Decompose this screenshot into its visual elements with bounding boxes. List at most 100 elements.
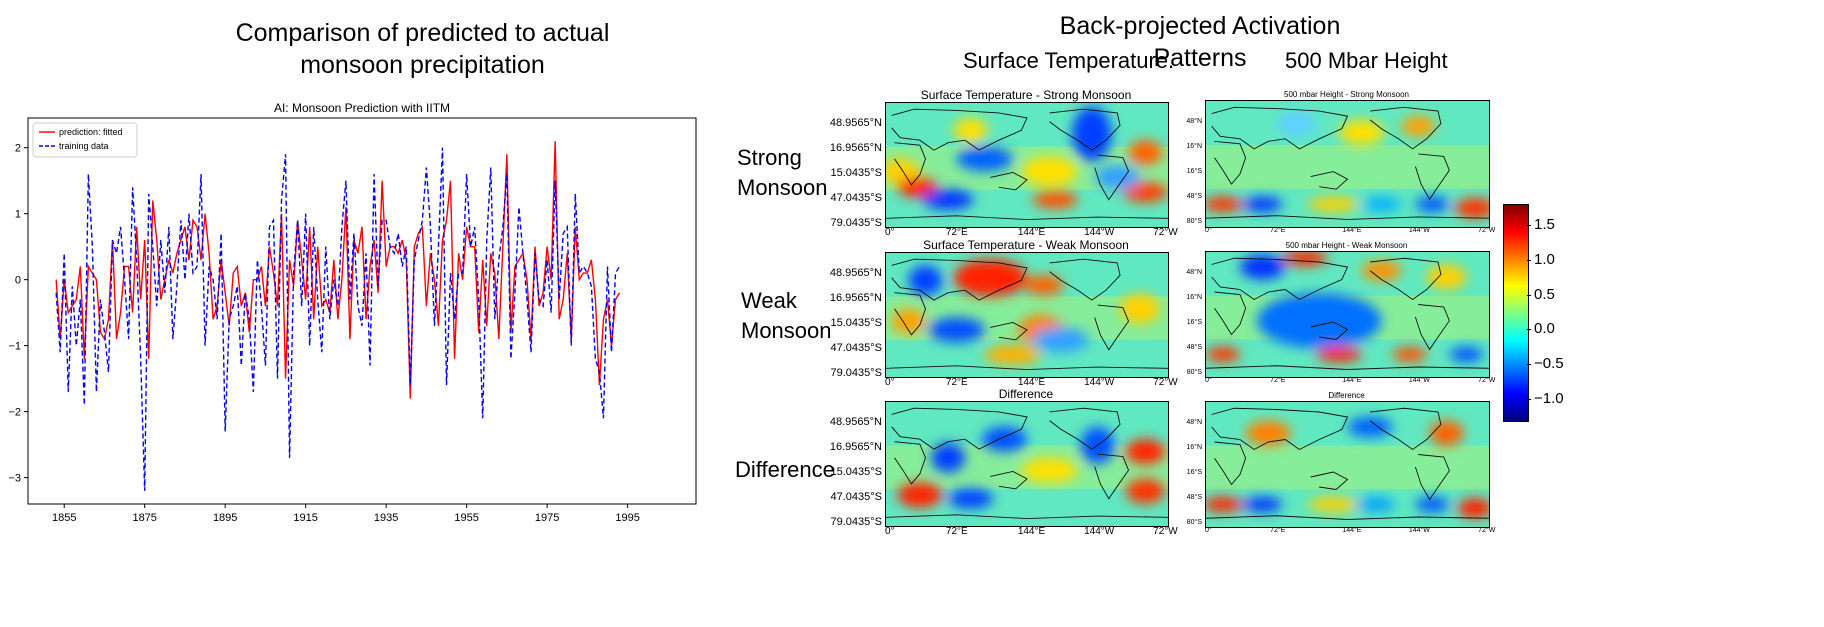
map-lon-label: 72°E [1270, 377, 1286, 384]
coastline [1049, 407, 1121, 450]
map-lat-label: 15.0435°S [830, 316, 883, 329]
map-lat-label: 80°S [1186, 218, 1202, 226]
anomaly-blob [931, 442, 965, 473]
legend-label: prediction: fitted [59, 127, 123, 137]
colorbar [1503, 204, 1529, 422]
monsoon-line-chart: AI: Monsoon Prediction with IITM 1855 1875… [8, 101, 697, 524]
map-band [1206, 445, 1489, 490]
map-lat-label: 48°N [1186, 418, 1202, 426]
map-lat-label: 48.9565°N [829, 117, 882, 130]
row-label-strong-line1: Strong [737, 145, 802, 170]
map-field [1206, 402, 1489, 527]
anomaly-blob [1245, 420, 1291, 446]
anomaly-blob [1120, 293, 1160, 324]
map-h-weak [1205, 251, 1490, 378]
map-lon-label: 144°E [1342, 227, 1362, 234]
coastline [1369, 257, 1442, 301]
map-lat-label: 16°N [1186, 142, 1202, 150]
map-field [886, 103, 1168, 227]
map-lat-label: 15.0435°S [830, 465, 883, 478]
map-lon-label: 144°W [1408, 227, 1430, 234]
map-lat-label: 16°N [1186, 443, 1202, 451]
anomaly-blob [1429, 420, 1464, 446]
map-lat-label: 16.9565°N [829, 441, 882, 454]
anomaly-blob [1361, 196, 1402, 212]
anomaly-blob [1206, 347, 1240, 362]
map-lat-label: 15.0435°S [830, 166, 883, 179]
map-lon-label: 144°W [1084, 377, 1115, 388]
coastline [1049, 258, 1121, 301]
coastline [1211, 257, 1349, 301]
colorbar-tick-label: 0.5 [1534, 285, 1555, 303]
map-h-diff [1205, 401, 1490, 528]
left-heading-line1: Comparison of predicted to actual [235, 19, 610, 47]
map-lon-label: 72°W [1153, 377, 1178, 388]
map-field [1206, 252, 1489, 377]
map-lon-label: 72°E [1270, 527, 1286, 534]
coastline [1094, 304, 1130, 351]
coastline [1369, 106, 1442, 150]
map-lat-label: 79.0435°S [830, 216, 883, 229]
coastline [886, 215, 1168, 221]
map-lon-label: 144°E [1017, 526, 1046, 537]
anomaly-blob [981, 426, 1027, 452]
coastline [891, 258, 1028, 301]
anomaly-blob [1307, 497, 1359, 512]
map-lat-label: 47.0435°S [830, 341, 883, 354]
map-lon-label: 72°W [1478, 377, 1496, 384]
map-lat-label: 48°S [1186, 493, 1202, 501]
anomaly-blob [1282, 252, 1328, 266]
coastline [891, 407, 1028, 450]
anomaly-blob [1206, 497, 1243, 512]
map-lat-label: 16°S [1186, 168, 1202, 176]
map-lat-label: 48.9565°N [829, 416, 882, 429]
anomaly-blob [891, 308, 926, 334]
y-tick-label: 0 [15, 275, 21, 287]
coastline [1094, 453, 1130, 500]
y-tick-label: −3 [8, 473, 21, 485]
map-lat-label: 16°N [1186, 293, 1202, 301]
anomaly-blob [1256, 293, 1382, 349]
x-tick-label: 1935 [374, 512, 398, 524]
map-lon-label: 72°E [945, 227, 968, 238]
colorbar-tick-mark [1527, 329, 1531, 331]
x-tick-label: 1895 [213, 512, 237, 524]
x-tick-label: 1995 [615, 512, 639, 524]
colorbar-tick-mark [1527, 399, 1531, 401]
map-lon-label: 144°E [1342, 527, 1362, 534]
anomaly-blob [908, 265, 943, 296]
map-lat-label: 48°N [1186, 117, 1202, 125]
map-lat-label: 48°N [1186, 268, 1202, 276]
map-lon-label: 144°W [1084, 526, 1115, 537]
anomaly-blob [1392, 347, 1427, 362]
anomaly-blob [928, 317, 985, 343]
colorbar-tick-mark [1527, 294, 1531, 296]
coastline [1211, 407, 1349, 451]
map-lat-label: 16.9565°N [829, 142, 882, 155]
anomaly-blob [1072, 106, 1112, 162]
right-heading: Back-projected Activation Patterns [1059, 12, 1341, 72]
map-lon-label: 0° [1205, 377, 1212, 384]
map-lon-label: 72°E [945, 526, 968, 537]
colorbar-gradient [1504, 205, 1528, 421]
map-lon-label: 72°W [1153, 227, 1178, 238]
colorbar-tick-mark [1527, 224, 1531, 226]
column-header-surface: Surface Temperature. [963, 48, 1175, 73]
left-heading-line2: monsoon precipitation [300, 51, 545, 79]
colorbar-tick-label: 0.0 [1534, 320, 1555, 338]
coastline [894, 292, 926, 336]
anomaly-blob [1021, 457, 1078, 483]
map-anomalies [1206, 417, 1489, 519]
column-header-height: 500 Mbar Height [1285, 48, 1448, 73]
coastline [1310, 321, 1349, 340]
map-lat-label: 16°S [1186, 468, 1202, 476]
coastline [990, 470, 1028, 490]
anomaly-blob [1415, 497, 1450, 512]
coastline [1214, 140, 1247, 185]
coastline [1206, 515, 1489, 520]
anomaly-blob [1032, 327, 1090, 353]
map-lon-label: 144°E [1017, 227, 1046, 238]
anomaly-blob [1021, 156, 1078, 187]
chart-title: AI: Monsoon Prediction with IITM [274, 101, 450, 115]
map-lon-label: 0° [885, 526, 895, 537]
